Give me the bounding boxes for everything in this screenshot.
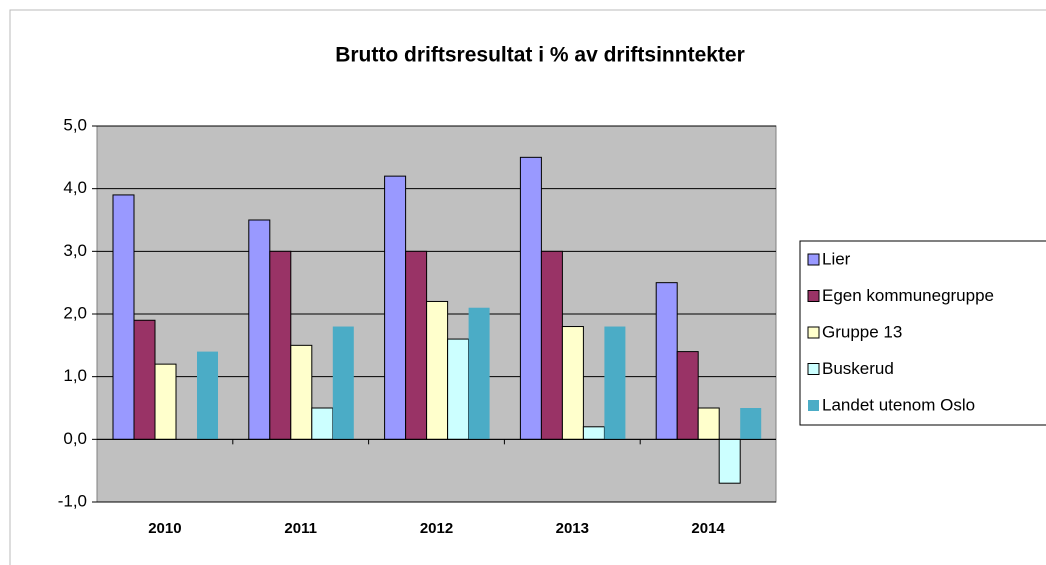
- bar: [197, 351, 218, 440]
- bar: [655, 282, 678, 440]
- legend-label: Landet utenom Oslo: [822, 395, 975, 414]
- bar: [384, 175, 407, 440]
- y-tick-label: -1,0: [58, 491, 87, 510]
- legend-swatch: [807, 326, 820, 339]
- legend-swatch: [807, 253, 820, 266]
- bar: [154, 363, 177, 440]
- bar: [519, 156, 542, 440]
- legend-box: [799, 240, 1046, 426]
- bar: [133, 319, 156, 440]
- y-tick-label: 3,0: [63, 241, 87, 260]
- bar: [697, 407, 720, 440]
- bar: [468, 307, 490, 440]
- bar: [540, 250, 563, 440]
- y-tick-label: 4,0: [63, 178, 87, 197]
- bar: [740, 408, 762, 440]
- legend-label: Gruppe 13: [822, 322, 902, 341]
- bar: [676, 351, 699, 440]
- bar: [290, 344, 313, 440]
- x-tick-label: 2010: [148, 520, 181, 537]
- bar: [248, 219, 271, 440]
- bar: [311, 407, 334, 440]
- bar: [332, 326, 354, 440]
- legend-label: Lier: [822, 249, 851, 268]
- bar: [447, 338, 470, 440]
- legend-label: Buskerud: [822, 359, 894, 378]
- x-tick-label: 2013: [556, 520, 589, 537]
- x-tick-label: 2012: [420, 520, 453, 537]
- y-tick-label: 0,0: [63, 429, 87, 448]
- x-tick-label: 2014: [691, 520, 725, 537]
- legend-swatch: [807, 363, 820, 375]
- bar: [405, 250, 428, 440]
- bar: [604, 326, 626, 440]
- y-tick-label: 1,0: [63, 366, 87, 385]
- legend-swatch: [807, 290, 820, 302]
- bar: [561, 326, 584, 440]
- legend-swatch: [808, 400, 819, 411]
- bar: [582, 426, 605, 440]
- y-tick-label: 5,0: [63, 115, 87, 134]
- y-tick-label: 2,0: [63, 303, 87, 322]
- bar: [112, 194, 135, 440]
- bar: [426, 300, 449, 440]
- chart-title: Brutto driftsresultat i % av driftsinnte…: [335, 44, 745, 67]
- x-tick-label: 2011: [284, 520, 317, 537]
- legend-label: Egen kommunegruppe: [822, 286, 994, 305]
- bar: [718, 438, 741, 484]
- bar: [269, 250, 292, 440]
